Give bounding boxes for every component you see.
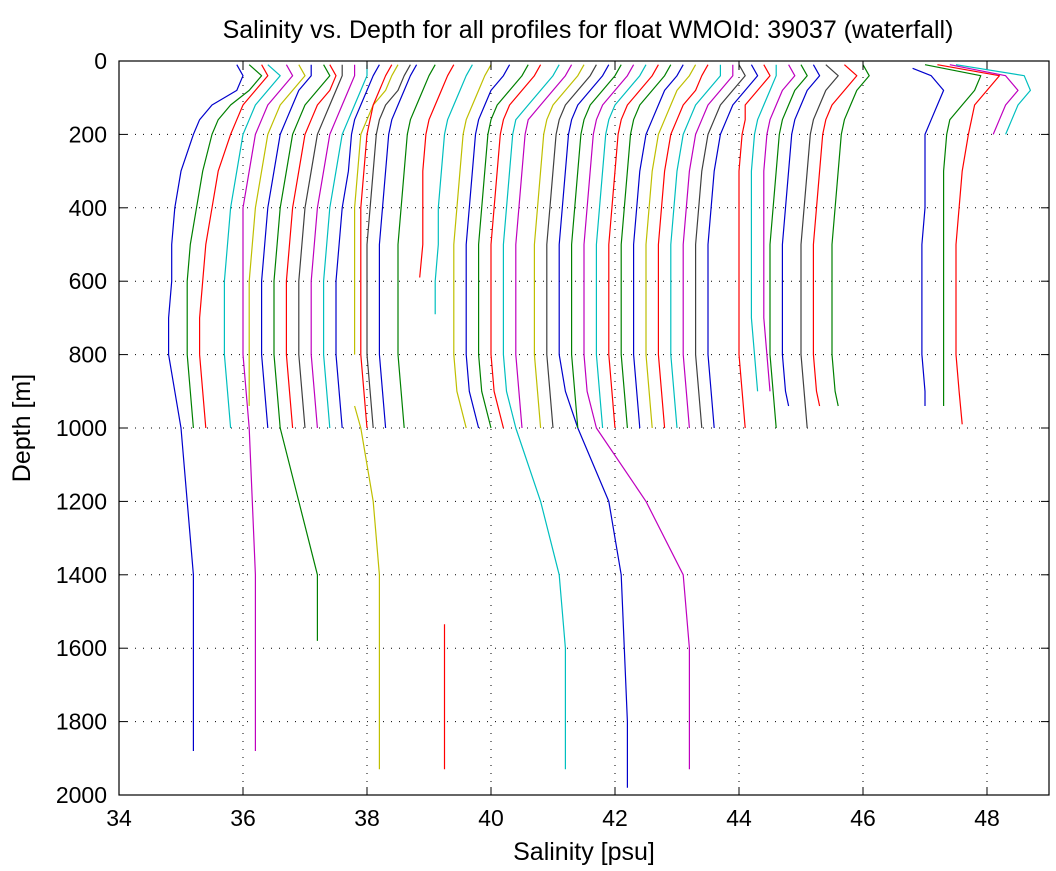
profile-line-26	[490, 64, 542, 429]
profile-series	[168, 64, 1032, 788]
profile-line-12	[323, 64, 368, 429]
y-tick-label: 400	[69, 195, 107, 221]
profile-line-24	[465, 64, 511, 429]
profile-line-30	[546, 64, 597, 429]
profile-line-15	[354, 405, 380, 770]
profile-line-22	[434, 64, 473, 315]
x-tick-label: 44	[726, 805, 752, 831]
profile-line-55	[949, 64, 1019, 135]
y-tick-label: 1200	[56, 488, 107, 514]
y-tick-label: 200	[69, 121, 107, 147]
profile-line-6	[248, 64, 306, 406]
profile-line-23	[453, 64, 492, 429]
x-axis-label: Salinity [psu]	[513, 838, 655, 866]
profile-line-43	[707, 64, 759, 429]
chart-title: Salinity vs. Depth for all profiles for …	[223, 16, 954, 44]
profile-line-9	[285, 64, 337, 429]
profile-line-27	[502, 64, 567, 770]
axis-ticks: 34 36 38 40 42 44 46 48 0 200 400 600 800 1000 1200 140…	[56, 48, 1049, 831]
y-tick-label: 2000	[56, 782, 107, 808]
y-tick-label: 1000	[56, 415, 107, 441]
x-tick-label: 34	[106, 805, 132, 831]
profile-line-18	[378, 64, 418, 429]
profile-line-49	[800, 64, 839, 429]
profile-line-4	[223, 64, 281, 429]
profile-line-28	[515, 64, 573, 429]
profile-line-16	[360, 64, 393, 429]
profile-line-2	[186, 64, 263, 429]
profile-line-31	[558, 64, 629, 788]
x-tick-label: 42	[602, 805, 628, 831]
profile-line-40	[670, 64, 722, 429]
x-tick-label: 46	[850, 805, 876, 831]
profile-line-13	[335, 64, 380, 429]
profile-line-45	[750, 64, 777, 392]
profile-line-50	[812, 64, 858, 407]
profile-line-29	[533, 64, 585, 429]
profile-line-33	[583, 64, 691, 770]
profile-line-38	[645, 64, 697, 429]
profile-line-19	[397, 64, 436, 429]
profile-line-35	[608, 64, 659, 429]
profile-line-44	[738, 64, 771, 429]
y-tick-label: 800	[69, 342, 107, 368]
profile-line-48	[781, 64, 821, 407]
profile-line-32	[570, 64, 622, 429]
profile-line-54	[937, 64, 1001, 425]
x-tick-label: 36	[230, 805, 256, 831]
profile-line-51	[831, 64, 870, 407]
profile-line-37	[632, 64, 684, 429]
profile-line-46	[763, 64, 796, 392]
x-tick-label: 38	[354, 805, 380, 831]
grid-lines	[119, 61, 1049, 795]
profile-line-17	[366, 64, 411, 429]
profile-line-10	[298, 64, 343, 429]
y-tick-label: 1600	[56, 635, 107, 661]
profile-line-7	[261, 64, 312, 429]
profile-line-39	[657, 64, 709, 429]
profile-line-1	[168, 64, 244, 751]
profile-line-56	[955, 64, 1032, 135]
profile-line-34	[595, 64, 647, 429]
profile-line-41	[682, 64, 734, 429]
x-tick-label: 48	[974, 805, 1000, 831]
profile-line-25	[478, 64, 529, 429]
y-tick-label: 0	[94, 48, 107, 74]
profile-line-36	[620, 64, 672, 429]
y-axis-label: Depth [m]	[8, 374, 36, 482]
profile-line-20	[419, 64, 455, 278]
profile-line-14	[354, 64, 399, 355]
y-tick-label: 1400	[56, 562, 107, 588]
profile-line-8	[273, 64, 331, 641]
y-tick-label: 1800	[56, 709, 107, 735]
profile-line-11	[310, 64, 356, 429]
profile-line-53	[924, 64, 982, 406]
profile-line-47	[769, 64, 808, 429]
profile-line-5	[242, 64, 294, 751]
profile-line-42	[694, 64, 746, 429]
profile-line-52	[912, 67, 945, 406]
profile-line-3	[199, 64, 269, 429]
y-tick-label: 600	[69, 268, 107, 294]
x-tick-label: 40	[478, 805, 504, 831]
